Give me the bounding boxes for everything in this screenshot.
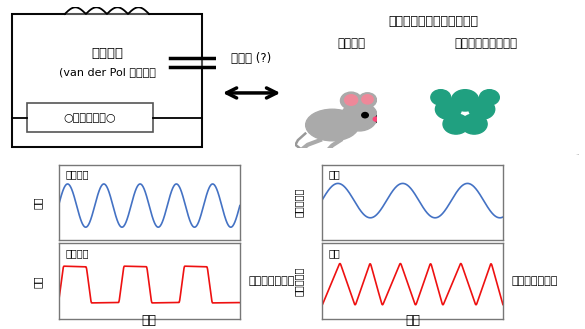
- Text: 体内時計を記述するモデル: 体内時計を記述するモデル: [388, 15, 478, 28]
- Circle shape: [435, 99, 461, 119]
- Text: 電圧: 電圧: [33, 196, 43, 209]
- Text: 波形がひずむ！: 波形がひずむ！: [249, 276, 295, 286]
- Circle shape: [345, 95, 357, 105]
- Text: 波形がひずむ！: 波形がひずむ！: [512, 276, 558, 286]
- FancyBboxPatch shape: [12, 14, 202, 147]
- Circle shape: [362, 113, 369, 118]
- Circle shape: [362, 95, 373, 104]
- Text: (van der Pol モデル）: (van der Pol モデル）: [58, 67, 156, 77]
- Circle shape: [373, 117, 378, 121]
- FancyBboxPatch shape: [278, 5, 585, 156]
- Circle shape: [340, 92, 362, 109]
- Text: 非線形大: 非線形大: [66, 248, 90, 258]
- Circle shape: [431, 90, 450, 105]
- Circle shape: [341, 102, 377, 131]
- Circle shape: [452, 90, 479, 111]
- Circle shape: [461, 114, 487, 134]
- Circle shape: [443, 114, 469, 134]
- Text: 時間: 時間: [405, 314, 420, 327]
- Text: シアノバクテリア型: シアノバクテリア型: [454, 37, 517, 50]
- Text: 時間: 時間: [142, 314, 157, 327]
- Circle shape: [359, 93, 377, 107]
- Text: 遺伝子活性: 遺伝子活性: [293, 188, 304, 217]
- Text: 電圧: 電圧: [33, 275, 43, 288]
- Ellipse shape: [305, 109, 359, 141]
- Text: マウス型: マウス型: [337, 37, 365, 50]
- Circle shape: [469, 99, 495, 119]
- Text: 共通性 (?): 共通性 (?): [232, 52, 271, 65]
- Text: 電気回路: 電気回路: [91, 47, 123, 61]
- Text: 高温: 高温: [329, 248, 340, 258]
- Text: 非線形小: 非線形小: [66, 169, 90, 179]
- Circle shape: [480, 90, 499, 105]
- Text: ○非線形素子○: ○非線形素子○: [64, 113, 116, 123]
- Text: 低温: 低温: [329, 169, 340, 179]
- Text: 遺伝子活性: 遺伝子活性: [293, 266, 304, 296]
- FancyBboxPatch shape: [27, 103, 153, 132]
